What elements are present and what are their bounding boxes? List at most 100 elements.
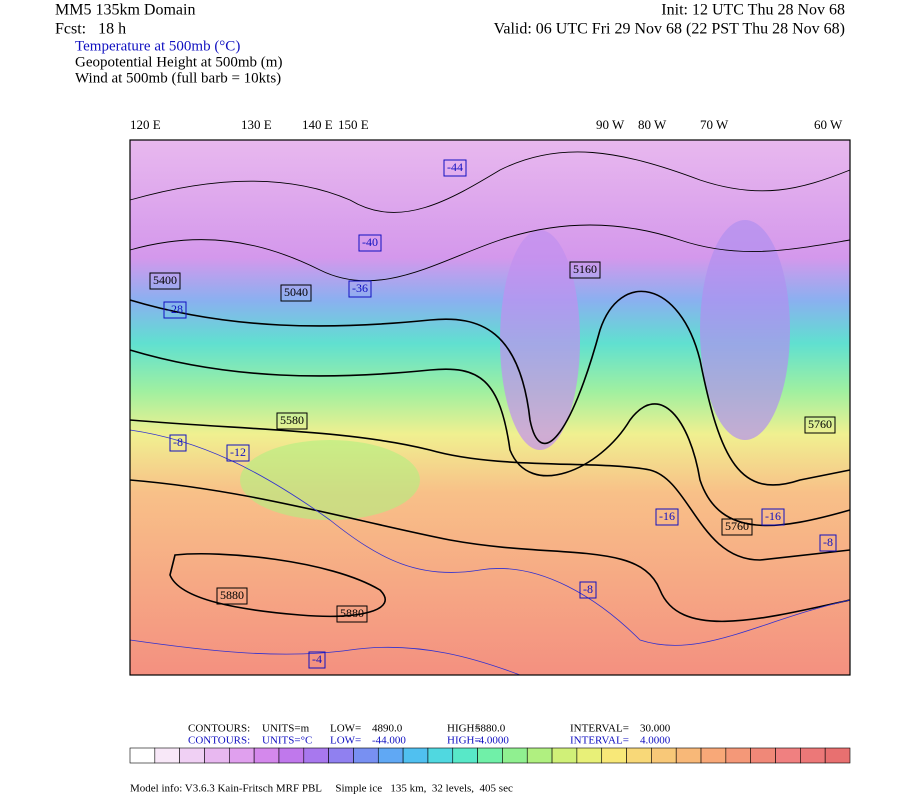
isotherm bbox=[129, 639, 521, 676]
contour-info: 30.000 bbox=[640, 723, 671, 735]
colorbar-swatch bbox=[800, 747, 826, 764]
colorbar-swatch bbox=[303, 747, 329, 764]
contour-info: -44.000 bbox=[372, 735, 406, 747]
colorbar-swatch bbox=[129, 747, 156, 764]
temperature-label-box bbox=[358, 234, 382, 252]
colorbar-swatch bbox=[204, 747, 230, 764]
colorbar-swatch bbox=[675, 747, 702, 764]
longitude: 80 W bbox=[638, 117, 667, 132]
contour-info: UNITS=°C bbox=[262, 735, 312, 747]
height-label-box bbox=[276, 412, 308, 430]
height-label: 5880 bbox=[220, 588, 244, 602]
longitude: 60 W bbox=[814, 117, 843, 132]
colorbar-swatch bbox=[725, 747, 751, 764]
map-frame bbox=[129, 139, 851, 676]
height-label-box bbox=[804, 416, 836, 434]
colorbar-swatch bbox=[626, 747, 652, 764]
temperature-label-box bbox=[819, 534, 837, 552]
colorbar-swatch bbox=[452, 747, 478, 764]
temperature-label: -8 bbox=[173, 435, 183, 449]
colorbar-swatch bbox=[179, 747, 205, 764]
height-label: 5760 bbox=[725, 519, 749, 533]
field-wind: Wind at 500mb (full barb = 10kts) bbox=[75, 70, 281, 86]
colorbar-swatch bbox=[750, 747, 776, 764]
warm-tongue bbox=[240, 440, 420, 520]
field-height: Geopotential Height at 500mb (m) bbox=[75, 54, 282, 70]
colorbar-swatch bbox=[154, 747, 180, 764]
colorbar-swatch bbox=[775, 747, 801, 764]
colorbar-swatch bbox=[278, 747, 305, 764]
temperature-label: -16 bbox=[765, 509, 781, 523]
height-label: 5400 bbox=[153, 273, 177, 287]
contour-info: CONTOURS: bbox=[188, 735, 250, 747]
temperature-label: -44 bbox=[447, 160, 463, 174]
contour-info: INTERVAL= bbox=[570, 735, 629, 747]
colorbar-swatch bbox=[824, 747, 851, 764]
temperature-label-box bbox=[579, 581, 597, 599]
temperature-label-box bbox=[163, 301, 187, 319]
height-contour bbox=[129, 224, 851, 282]
height-label: 5880 bbox=[340, 606, 364, 620]
longitude: 70 W bbox=[700, 117, 729, 132]
contour-info: 4.0000 bbox=[640, 735, 671, 747]
height-label-box bbox=[280, 284, 312, 302]
longitude: 120 E bbox=[130, 117, 161, 132]
height-contour bbox=[129, 349, 851, 527]
colorbar-swatch bbox=[700, 747, 727, 764]
temperature-label: -8 bbox=[583, 582, 593, 596]
colorbar-swatch bbox=[601, 747, 627, 764]
contour-info: LOW= bbox=[330, 723, 361, 735]
colorbar-swatch bbox=[477, 747, 503, 764]
colorbar-swatch bbox=[526, 747, 553, 764]
colorbar-swatch bbox=[353, 747, 379, 764]
colorbar-swatch bbox=[253, 747, 280, 764]
colorbar-swatch bbox=[328, 747, 354, 764]
colorbar-swatch bbox=[427, 747, 454, 764]
longitude: 130 E bbox=[241, 117, 272, 132]
height-label: 5040 bbox=[284, 285, 308, 299]
colorbar-swatch bbox=[402, 747, 429, 764]
colorbar-swatch bbox=[651, 747, 677, 764]
map bbox=[129, 139, 851, 676]
field-temperature: Temperature at 500mb (°C) bbox=[75, 38, 240, 54]
height-contour bbox=[129, 290, 851, 486]
longitude: 90 W bbox=[596, 117, 625, 132]
longitude-labels: 120 E 130 E 140 E 150 E 90 W 80 W 70 W 6… bbox=[130, 117, 843, 132]
longitude: 150 E bbox=[338, 117, 369, 132]
height-label: 5760 bbox=[808, 417, 832, 431]
contour-labels: -44 -40 -36 -28 -12 -8 -8 -4 -16 -16 -8 5400 5040 558… bbox=[149, 159, 837, 669]
contour-info: LOW= bbox=[330, 735, 361, 747]
temperature-label-box bbox=[348, 280, 372, 298]
longitude: 140 E bbox=[302, 117, 333, 132]
temperature-label: -16 bbox=[659, 509, 675, 523]
height-label-box bbox=[336, 605, 368, 623]
temperature-label: -8 bbox=[823, 535, 833, 549]
colorbar-swatch bbox=[502, 747, 528, 764]
init-time: Init: 12 UTC Thu 28 Nov 68 bbox=[661, 2, 845, 19]
temperature-label-box bbox=[761, 508, 785, 526]
colorbar bbox=[129, 747, 851, 764]
temperature-label-box bbox=[443, 159, 467, 177]
colorbar-swatch bbox=[576, 747, 603, 764]
trough-shading bbox=[500, 230, 580, 450]
trough-shading bbox=[700, 220, 790, 440]
colorbar-swatch bbox=[229, 747, 255, 764]
colorbar-swatch bbox=[551, 747, 578, 764]
height-contour bbox=[169, 553, 386, 618]
valid-time: Valid: 06 UTC Fri 29 Nov 68 (22 PST Thu … bbox=[494, 21, 845, 38]
contour-info: -4.0000 bbox=[475, 735, 509, 747]
contour-info: UNITS=m bbox=[262, 723, 310, 735]
temperature-label: -12 bbox=[230, 445, 246, 459]
height-label: 5580 bbox=[280, 413, 304, 427]
colorbar-swatch bbox=[377, 747, 404, 764]
height-label: 5160 bbox=[573, 262, 597, 276]
height-contour bbox=[129, 419, 851, 561]
model-info: Model info: V3.6.3 Kain-Fritsch MRF PBL … bbox=[130, 783, 513, 795]
temperature-label: -40 bbox=[362, 235, 378, 249]
height-contour bbox=[129, 151, 851, 213]
contour-info: HIGH= bbox=[447, 735, 481, 747]
height-label-box bbox=[216, 587, 248, 605]
header: MM5 135km Domain Init: 12 UTC Thu 28 Nov… bbox=[55, 2, 845, 87]
domain-title: MM5 135km Domain bbox=[55, 2, 195, 19]
